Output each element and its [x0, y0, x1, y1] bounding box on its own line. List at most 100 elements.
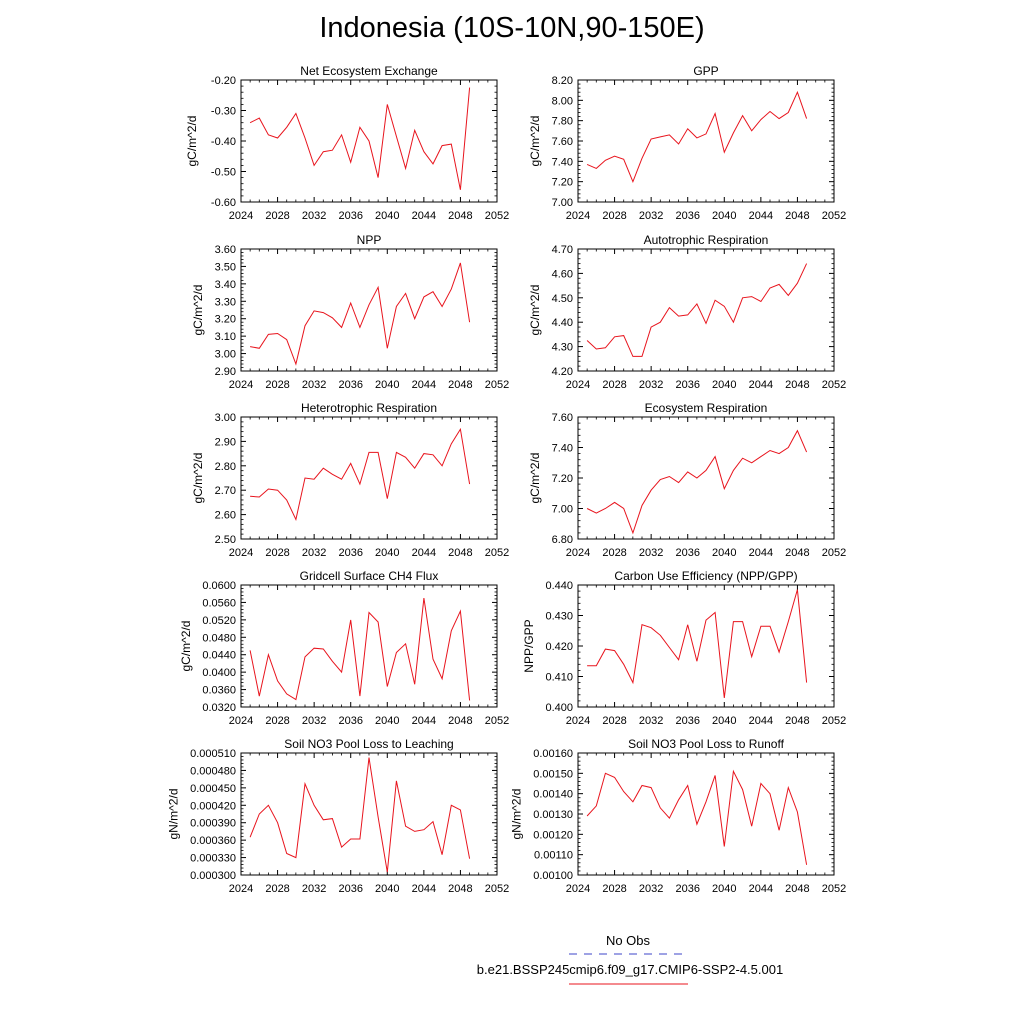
x-tick-label: 2044 — [749, 715, 773, 727]
y-tick-label: 4.70 — [552, 244, 573, 256]
y-tick-label: 0.0400 — [202, 667, 236, 679]
x-tick-label: 2024 — [566, 547, 590, 559]
x-tick-label: 2028 — [265, 210, 289, 222]
x-tick-label: 2036 — [338, 547, 362, 559]
x-tick-label: 2052 — [485, 883, 509, 895]
series-line — [249, 598, 471, 701]
x-tick-label: 2052 — [822, 715, 846, 727]
x-tick-label: 2048 — [448, 547, 472, 559]
x-tick-label: 2040 — [375, 715, 399, 727]
panel-title: GPP — [693, 64, 718, 78]
chart-panel-9: Soil NO3 Pool Loss to Leaching 2024 2028 20… — [166, 737, 509, 895]
chart-panel-1: Net Ecosystem Exchange 2024 2028 2032 2036 20… — [185, 64, 509, 222]
y-tick-label: 0.000510 — [190, 748, 236, 760]
x-tick-label: 2044 — [412, 547, 436, 559]
y-axis-label: gC/m^2/d — [191, 285, 205, 336]
y-tick-label: 0.000420 — [190, 800, 236, 812]
x-tick-label: 2048 — [448, 883, 472, 895]
y-axis-label: gC/m^2/d — [191, 453, 205, 504]
x-tick-label: 2036 — [338, 715, 362, 727]
x-tick-label: 2048 — [448, 210, 472, 222]
x-tick-label: 2036 — [338, 379, 362, 391]
x-tick-label: 2044 — [749, 379, 773, 391]
y-tick-label: 7.00 — [552, 197, 573, 209]
y-tick-label: 7.20 — [552, 177, 573, 189]
x-tick-label: 2028 — [265, 883, 289, 895]
y-tick-label: 0.410 — [545, 672, 573, 684]
y-tick-label: 0.0560 — [202, 597, 236, 609]
y-tick-label: 0.00100 — [533, 870, 573, 882]
series-line — [586, 263, 808, 357]
x-tick-label: 2028 — [265, 547, 289, 559]
x-tick-label: 2044 — [412, 379, 436, 391]
x-tick-label: 2032 — [302, 883, 326, 895]
x-tick-label: 2052 — [822, 379, 846, 391]
y-axis-label: gC/m^2/d — [179, 621, 193, 672]
y-tick-label: 2.60 — [215, 510, 236, 522]
y-tick-label: 0.000300 — [190, 870, 236, 882]
x-tick-label: 2040 — [375, 379, 399, 391]
series-line — [249, 757, 471, 873]
series-line — [249, 87, 471, 190]
y-axis-label: gC/m^2/d — [185, 116, 199, 167]
y-tick-label: 0.00110 — [534, 850, 573, 862]
chart-panel-6: Ecosystem Respiration 2024 2028 2032 2036 204… — [528, 401, 846, 559]
y-tick-label: 7.40 — [552, 443, 573, 455]
y-tick-label: 8.00 — [552, 95, 573, 107]
panel-title: Carbon Use Efficiency (NPP/GPP) — [614, 569, 797, 583]
x-tick-label: 2028 — [265, 715, 289, 727]
y-axis-label: gN/m^2/d — [166, 789, 180, 840]
page-title: Indonesia (10S-10N,90-150E) — [319, 12, 705, 44]
x-tick-label: 2036 — [675, 379, 699, 391]
y-tick-label: 3.10 — [215, 331, 236, 343]
plot-frame — [577, 416, 835, 540]
y-tick-label: 0.00120 — [533, 829, 573, 841]
x-tick-label: 2044 — [412, 210, 436, 222]
y-axis-label: gC/m^2/d — [528, 285, 542, 336]
x-tick-label: 2028 — [602, 379, 626, 391]
x-tick-label: 2028 — [602, 883, 626, 895]
plot-frame — [577, 752, 835, 876]
chart-panel-3: NPP 2024 2028 2032 2036 2040 2044 2048 2052 2.90 3… — [191, 233, 509, 391]
x-tick-label: 2032 — [639, 715, 663, 727]
y-tick-label: 2.90 — [215, 436, 236, 448]
y-tick-label: 2.80 — [215, 461, 236, 473]
x-tick-label: 2032 — [639, 547, 663, 559]
legend-model-label: b.e21.BSSP245cmip6.f09_g17.CMIP6-SSP2-4.… — [476, 962, 784, 977]
x-tick-label: 2052 — [822, 883, 846, 895]
legend-obs-label: No Obs — [605, 933, 651, 948]
x-tick-label: 2040 — [375, 547, 399, 559]
y-tick-label: 3.50 — [215, 261, 236, 273]
x-tick-label: 2040 — [712, 210, 736, 222]
x-tick-label: 2032 — [639, 210, 663, 222]
y-axis-label: NPP/GPP — [522, 619, 536, 672]
x-tick-label: 2044 — [412, 715, 436, 727]
y-tick-label: 0.000390 — [190, 818, 236, 830]
y-tick-label: 0.0320 — [202, 702, 236, 714]
y-axis-label: gN/m^2/d — [510, 789, 524, 840]
chart-panel-10: Soil NO3 Pool Loss to Runoff 2024 2028 2032… — [510, 737, 847, 895]
panel-title: Soil NO3 Pool Loss to Leaching — [284, 737, 453, 751]
x-tick-label: 2044 — [749, 547, 773, 559]
y-tick-label: 0.0360 — [202, 685, 236, 697]
y-tick-label: 3.30 — [215, 296, 236, 308]
x-tick-label: 2040 — [712, 883, 736, 895]
y-tick-label: 4.50 — [552, 293, 573, 305]
y-tick-label: 4.60 — [552, 268, 573, 280]
x-tick-label: 2024 — [566, 210, 590, 222]
y-tick-label: 0.000480 — [190, 765, 236, 777]
series-line — [250, 427, 471, 522]
y-tick-label: 0.000330 — [190, 853, 236, 865]
series-line — [586, 429, 808, 535]
plot-frame — [240, 416, 498, 540]
y-tick-label: 0.0440 — [202, 650, 236, 662]
x-tick-label: 2032 — [302, 210, 326, 222]
plot-frame — [240, 584, 498, 708]
y-tick-label: 0.400 — [545, 702, 573, 714]
x-tick-label: 2028 — [602, 210, 626, 222]
chart-panel-7: Gridcell Surface CH4 Flux 2024 2028 2032 203… — [179, 569, 509, 727]
y-tick-label: 3.00 — [215, 349, 236, 361]
y-tick-label: -0.60 — [211, 197, 236, 209]
y-tick-label: 3.60 — [215, 244, 236, 256]
y-tick-label: 6.80 — [552, 534, 573, 546]
